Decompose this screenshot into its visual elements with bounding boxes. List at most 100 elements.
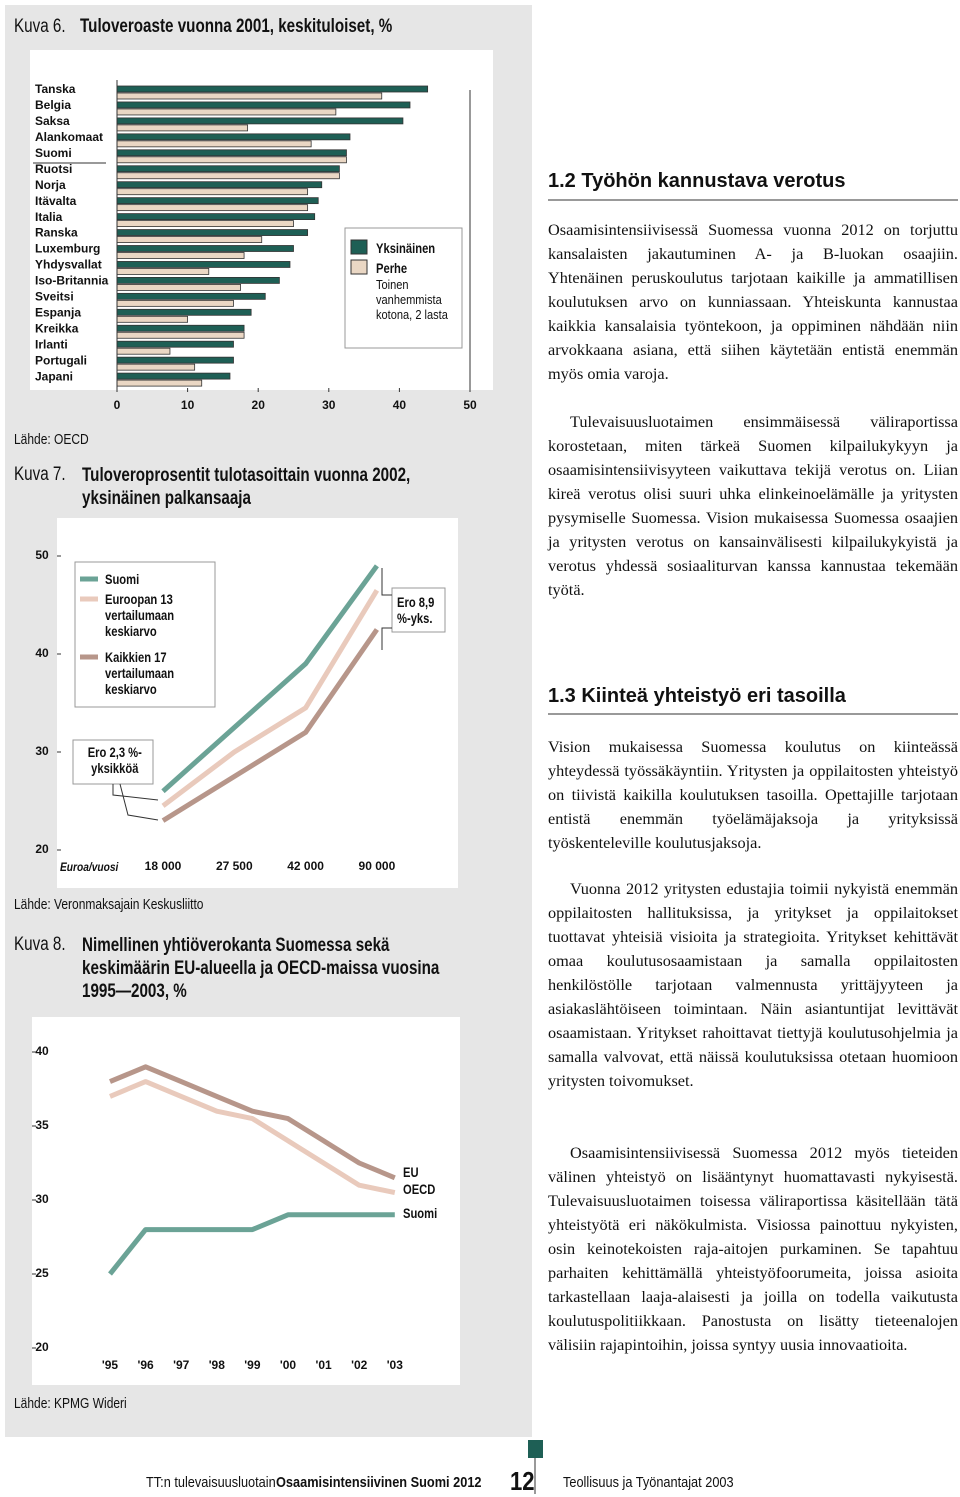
x-tick-label: 90 000 (359, 859, 396, 873)
bar (116, 149, 347, 157)
category-label: Japani (35, 369, 73, 383)
bar (116, 165, 340, 173)
y-tick-label: 20 (35, 842, 49, 856)
x-tick-label: '00 (280, 1358, 297, 1372)
category-label: Norja (35, 178, 66, 192)
legend-label: Suomi (105, 571, 140, 587)
x-tick-label: '95 (102, 1358, 119, 1372)
paragraph: Tulevaisuusluotaimen ensimmäisessä välir… (548, 412, 958, 599)
bar (116, 229, 309, 236)
footer-series: TT:n tulevaisuusluotain (146, 1474, 276, 1491)
category-label: Belgia (35, 98, 71, 112)
category-label: Luxemburg (35, 242, 100, 256)
section-heading: 1.3 Kiinteä yhteistyö eri tasoilla (548, 685, 846, 707)
series-line (108, 1212, 395, 1276)
x-tick-label: '97 (173, 1358, 190, 1372)
x-axis-label: Euroa/vuosi (60, 860, 119, 874)
x-tick-label: 20 (252, 398, 266, 412)
category-label: Portugali (35, 353, 87, 367)
legend-label: Perhe (376, 260, 408, 276)
bar (116, 172, 340, 180)
y-tick-label: 50 (35, 548, 49, 562)
category-label: Ranska (35, 226, 78, 240)
x-tick-label: '02 (351, 1358, 368, 1372)
bar (116, 292, 266, 300)
legend-label: Euroopan 13 vertailumaan keskiarvo (105, 591, 175, 639)
bar (116, 85, 429, 93)
bar (116, 92, 383, 100)
page-marker (528, 1440, 543, 1458)
bracket (381, 568, 392, 596)
category-label: Italia (35, 210, 63, 224)
bar (116, 268, 210, 275)
bar (116, 331, 245, 339)
y-tick-label: 20 (35, 1340, 49, 1354)
legend-label: OECD (403, 1181, 436, 1197)
category-label: Saksa (35, 114, 70, 128)
legend-box (74, 561, 216, 708)
bar (116, 156, 347, 164)
bar (116, 372, 231, 380)
bar (116, 299, 234, 307)
x-tick-label: '01 (315, 1358, 332, 1372)
x-tick-label: 42 000 (287, 859, 324, 873)
bar (116, 108, 337, 116)
chart-title: Tuloveroaste vuonna 2001, keskituloiset,… (80, 16, 393, 37)
footer-publisher: Teollisuus ja Työnantajat 2003 (563, 1474, 734, 1491)
chart-source: Lähde: Veronmaksajain Keskusliitto (14, 896, 204, 913)
category-label: Itävalta (35, 194, 77, 208)
bar (116, 340, 234, 348)
bar (116, 188, 309, 196)
bar (116, 220, 294, 228)
y-tick-label: 25 (35, 1266, 49, 1280)
legend-label: EU (403, 1164, 419, 1180)
paragraph: Osaamisintensiivisessä Suomessa vuonna 2… (548, 220, 958, 383)
figure-label: Kuva 7. (14, 464, 66, 485)
bar (116, 181, 323, 189)
bar (116, 315, 188, 323)
chart-source: Lähde: OECD (14, 431, 89, 448)
annotation-box (391, 587, 446, 633)
figure-label: Kuva 8. (14, 934, 66, 955)
x-tick-label: '99 (244, 1358, 261, 1372)
chart-source: Lähde: KPMG Wideri (14, 1395, 127, 1412)
category-label: Kreikka (35, 321, 79, 335)
bar (116, 204, 309, 212)
y-tick-label: 30 (35, 744, 49, 758)
legend-swatch (350, 239, 368, 255)
bar (116, 308, 252, 316)
y-tick-label: 30 (35, 1192, 49, 1206)
bar (116, 252, 245, 259)
x-tick-label: 10 (181, 398, 195, 412)
category-label: Alankomaat (35, 130, 103, 144)
bracket (381, 627, 392, 650)
legend-label: Kaikkien 17 vertailumaan keskiarvo (105, 649, 175, 697)
x-tick-label: 18 000 (145, 859, 182, 873)
bar (116, 363, 196, 371)
bar (116, 236, 263, 243)
bar (116, 276, 280, 284)
annotation: Ero 8,9 %-yks. (397, 594, 435, 626)
legend-label: Suomi (403, 1205, 438, 1221)
figure-label: Kuva 6. (14, 16, 66, 37)
category-label: Ruotsi (35, 162, 72, 176)
category-label: Iso-Britannia (35, 274, 109, 288)
series-line (161, 564, 379, 794)
y-tick-label: 40 (35, 1044, 49, 1058)
x-tick-label: 0 (114, 398, 121, 412)
bar (116, 283, 241, 291)
x-tick-label: 27 500 (216, 859, 253, 873)
category-label: Yhdysvallat (35, 258, 102, 272)
bar (116, 140, 312, 148)
chart-3-area (32, 1017, 460, 1385)
x-tick-label: '03 (387, 1358, 404, 1372)
x-tick-label: 50 (463, 398, 477, 412)
bar (116, 245, 294, 252)
paragraph: Vuonna 2012 yritysten edustajia toimii n… (548, 879, 958, 1090)
bar (116, 213, 316, 221)
bar (116, 124, 249, 132)
bar (116, 379, 203, 387)
chart-title: Nimellinen yhtiöverokanta Suomessa sekä … (82, 935, 440, 1002)
